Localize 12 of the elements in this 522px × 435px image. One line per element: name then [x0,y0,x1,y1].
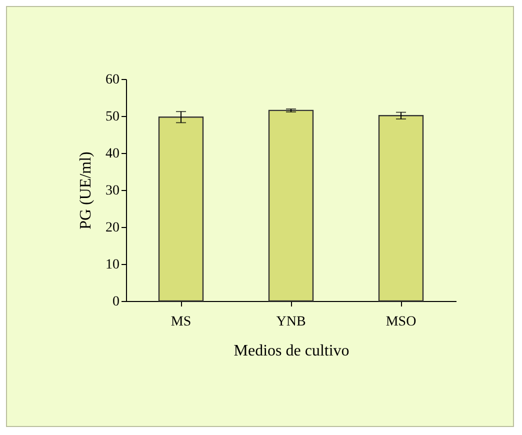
y-tick-label: 30 [106,184,120,198]
y-tick-label: 40 [106,146,120,162]
y-tick-label: 10 [106,258,120,272]
y-tick-label: 60 [106,72,120,88]
x-axis-title: Medios de cultivo [234,342,350,360]
y-tick-label: 0 [112,294,120,310]
y-tick-label: 50 [106,110,120,124]
x-tick-label: YNB [276,314,306,330]
y-axis-title: PG (UE/ml) [78,152,94,230]
y-tick-label: 20 [106,220,120,236]
x-tick-label: MS [170,314,192,330]
x-tick-label: MSO [386,314,416,330]
